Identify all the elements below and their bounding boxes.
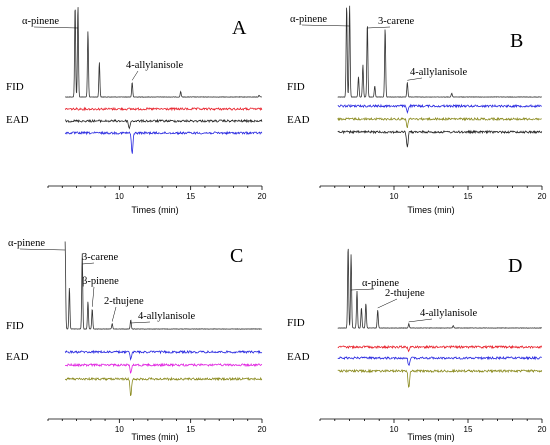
annotation-leader xyxy=(408,318,433,323)
fid-track-label: FID xyxy=(6,81,24,93)
ead-track-label: EAD xyxy=(287,114,310,126)
peak-annotation: β-pinene xyxy=(82,276,119,287)
x-tick-label: 20 xyxy=(538,192,547,201)
panel-letter: A xyxy=(232,17,247,39)
ead-track-label: EAD xyxy=(6,351,29,363)
panel-a: A FID EAD 10 15 20 Times (min) α-pinene 4-allyla… xyxy=(6,7,267,215)
ead-trace xyxy=(64,130,263,154)
ead-trace xyxy=(337,344,543,353)
ead-trace xyxy=(65,118,263,130)
peak-annotation: 3-carene xyxy=(82,252,118,263)
x-tick-label: 15 xyxy=(186,192,195,201)
peak-annotation: 4-allylanisole xyxy=(126,60,183,71)
fid-track-label: FID xyxy=(287,317,305,329)
panel-d: D FID EAD 10 15 20 Times (min) α-pinene2-thujen… xyxy=(287,248,547,442)
peak-annotation: 4-allylanisole xyxy=(410,67,467,78)
peak-annotation: 2-thujene xyxy=(385,288,425,299)
annotation-leader xyxy=(19,248,66,251)
panel-letter: C xyxy=(230,245,243,267)
annotation-leader xyxy=(91,286,95,307)
x-tick-label: 20 xyxy=(258,425,267,434)
x-tick-label: 20 xyxy=(258,192,267,201)
annotation-leader xyxy=(367,26,391,29)
ead-trace xyxy=(337,368,543,388)
x-tick-label: 20 xyxy=(538,425,547,434)
x-tick-label: 10 xyxy=(115,192,124,201)
annotation-leader xyxy=(377,298,398,309)
x-axis-title: Times (min) xyxy=(131,432,178,442)
ead-trace xyxy=(64,349,263,361)
x-axis-title: Times (min) xyxy=(407,205,454,215)
peak-annotation: α-pinene xyxy=(290,14,327,25)
x-tick-label: 10 xyxy=(390,425,399,434)
peak-annotation: α-pinene xyxy=(22,16,59,27)
x-tick-label: 10 xyxy=(390,192,399,201)
fid-trace xyxy=(64,7,263,98)
annotation-leader xyxy=(130,321,151,324)
ead-trace xyxy=(64,362,263,374)
x-tick-label: 15 xyxy=(186,425,195,434)
ead-track-label: EAD xyxy=(6,114,29,126)
ead-trace xyxy=(337,355,542,366)
x-tick-label: 10 xyxy=(115,425,124,434)
fid-trace xyxy=(337,5,542,98)
panel-b: B FID EAD 10 15 20 Times (min) α-pinene 3-carene… xyxy=(287,5,547,215)
fid-trace xyxy=(64,241,262,330)
x-tick-label: 15 xyxy=(464,425,473,434)
panel-letter: D xyxy=(508,255,522,277)
peak-annotation: α-pinene xyxy=(8,238,45,249)
annotation-leader xyxy=(131,70,139,81)
peak-annotation: 4-allylanisole xyxy=(138,311,195,322)
fid-trace xyxy=(337,248,542,329)
panel-c: C FID EAD 10 15 20 Times (min) α-pinene 3-carene… xyxy=(6,238,267,442)
ead-trace xyxy=(337,116,542,129)
peak-annotation: 4-allylanisole xyxy=(420,308,477,319)
ead-track-label: EAD xyxy=(287,351,310,363)
annotation-leader xyxy=(351,288,375,291)
panel-letter: B xyxy=(510,30,523,52)
annotation-leader xyxy=(301,24,350,27)
fid-track-label: FID xyxy=(6,320,24,332)
x-axis-title: Times (min) xyxy=(407,432,454,442)
fid-track-label: FID xyxy=(287,81,305,93)
ead-trace xyxy=(64,376,263,397)
x-tick-label: 15 xyxy=(464,192,473,201)
ead-trace xyxy=(337,103,542,115)
peak-annotation: 3-carene xyxy=(378,16,414,27)
annotation-leader xyxy=(407,77,423,81)
ead-trace xyxy=(64,106,263,112)
ead-trace xyxy=(337,129,543,148)
annotation-leader xyxy=(82,262,95,265)
annotation-leader xyxy=(33,26,78,29)
peak-annotation: α-pinene xyxy=(362,278,399,289)
x-axis-title: Times (min) xyxy=(131,205,178,215)
peak-annotation: 2-thujene xyxy=(104,296,144,307)
annotation-leader xyxy=(111,306,117,322)
